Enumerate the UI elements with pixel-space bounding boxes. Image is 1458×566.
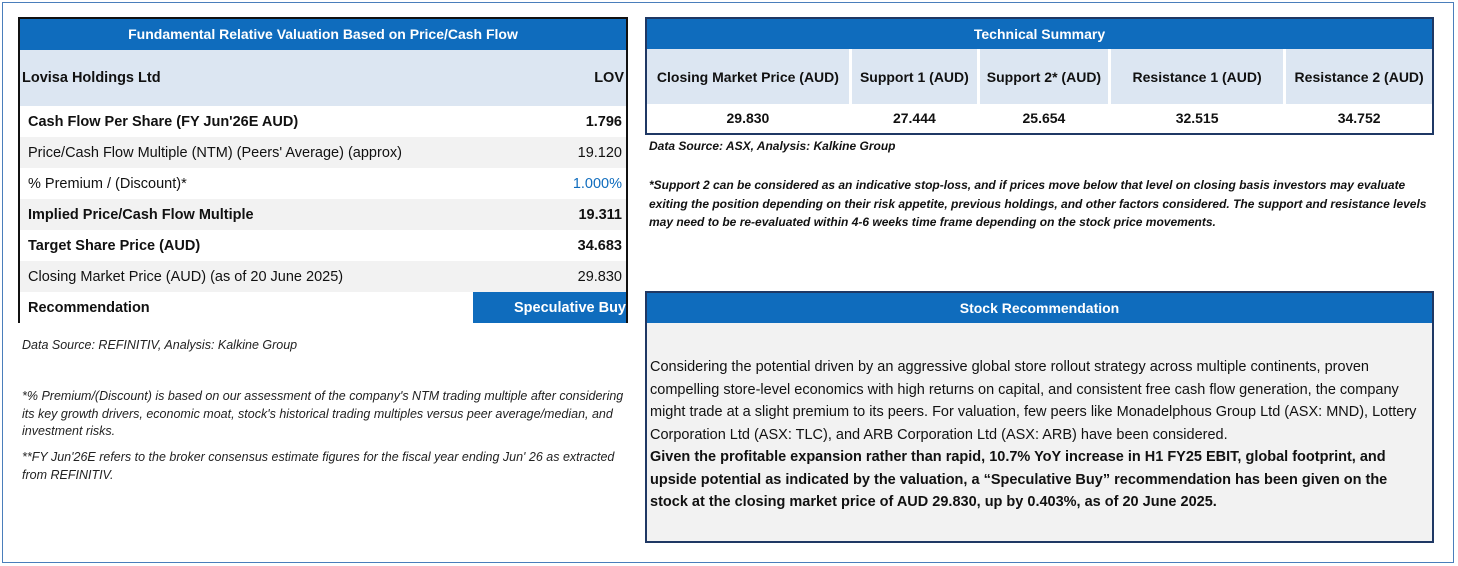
stock-recommendation-body: Considering the potential driven by an a… — [647, 323, 1432, 514]
valuation-table: Fundamental Relative Valuation Based on … — [18, 17, 628, 323]
row-label: Closing Market Price (AUD) (as of 20 Jun… — [28, 268, 344, 285]
tech-header: Resistance 1 (AUD) — [1110, 49, 1284, 104]
company-name: Lovisa Holdings Ltd — [22, 70, 161, 86]
valuation-row-cfps: Cash Flow Per Share (FY Jun'26E AUD) 1.7… — [20, 106, 626, 137]
row-value: 1.000% — [572, 175, 622, 192]
technical-title: Technical Summary — [647, 19, 1432, 49]
tech-value: 32.515 — [1175, 109, 1219, 126]
row-label: % Premium / (Discount)* — [28, 175, 187, 192]
tech-value: 34.752 — [1337, 109, 1381, 126]
tech-value: 27.444 — [892, 109, 936, 126]
row-value: 19.120 — [577, 144, 622, 161]
tech-col-resistance1: Resistance 1 (AUD) 32.515 — [1110, 49, 1287, 131]
tech-col-resistance2: Resistance 2 (AUD) 34.752 — [1286, 49, 1432, 131]
tech-col-support2: Support 2* (AUD) 25.654 — [979, 49, 1111, 131]
tech-col-support1: Support 1 (AUD) 27.444 — [851, 49, 980, 131]
stock-paragraph-conclusion: Given the profitable expansion rather th… — [650, 449, 1388, 510]
company-row: Lovisa Holdings Ltd LOV — [20, 50, 626, 106]
valuation-footnote-fy: **FY Jun'26E refers to the broker consen… — [22, 450, 615, 482]
technical-footnote: *Support 2 can be considered as an indic… — [649, 178, 1427, 229]
valuation-source: Data Source: REFINITIV, Analysis: Kalkin… — [22, 338, 298, 352]
valuation-footnote-premium: *% Premium/(Discount) is based on our as… — [22, 389, 624, 438]
technical-source: Data Source: ASX, Analysis: Kalkine Grou… — [649, 139, 896, 153]
valuation-row-target-price: Target Share Price (AUD) 34.683 — [20, 230, 626, 261]
valuation-row-closing-price: Closing Market Price (AUD) (as of 20 Jun… — [20, 261, 626, 292]
stock-recommendation-panel: Stock Recommendation Considering the pot… — [645, 291, 1434, 543]
row-value: 1.796 — [585, 113, 622, 130]
valuation-row-recommendation: Recommendation Speculative Buy — [20, 292, 626, 323]
tech-col-closing: Closing Market Price (AUD) 29.830 — [647, 49, 852, 131]
valuation-title: Fundamental Relative Valuation Based on … — [20, 19, 626, 50]
tech-header: Closing Market Price (AUD) — [647, 49, 849, 104]
tech-value: 29.830 — [726, 109, 770, 126]
row-value: 19.311 — [578, 206, 622, 223]
tech-header: Support 1 (AUD) — [851, 49, 977, 104]
row-value: 29.830 — [577, 268, 622, 285]
valuation-row-implied-multiple: Implied Price/Cash Flow Multiple 19.311 — [20, 199, 626, 230]
tech-header: Support 2* (AUD) — [979, 49, 1108, 104]
tech-value: 25.654 — [1022, 109, 1066, 126]
row-label: Recommendation — [28, 299, 150, 316]
ticker: LOV — [594, 70, 624, 86]
row-label: Cash Flow Per Share (FY Jun'26E AUD) — [28, 113, 299, 130]
technical-grid: Closing Market Price (AUD) 29.830 Suppor… — [647, 49, 1432, 131]
valuation-row-premium: % Premium / (Discount)* 1.000% — [20, 168, 626, 199]
technical-summary-table: Technical Summary Closing Market Price (… — [645, 17, 1434, 135]
row-value: 34.683 — [577, 237, 622, 254]
stock-paragraph-rationale: Considering the potential driven by an a… — [650, 359, 1417, 443]
valuation-row-peer-multiple: Price/Cash Flow Multiple (NTM) (Peers' A… — [20, 137, 626, 168]
stock-recommendation-title: Stock Recommendation — [647, 293, 1432, 323]
row-label: Implied Price/Cash Flow Multiple — [28, 206, 254, 223]
row-label: Target Share Price (AUD) — [28, 237, 201, 254]
recommendation-badge: Speculative Buy — [473, 292, 626, 323]
tech-header: Resistance 2 (AUD) — [1286, 49, 1432, 104]
row-label: Price/Cash Flow Multiple (NTM) (Peers' A… — [28, 144, 402, 161]
